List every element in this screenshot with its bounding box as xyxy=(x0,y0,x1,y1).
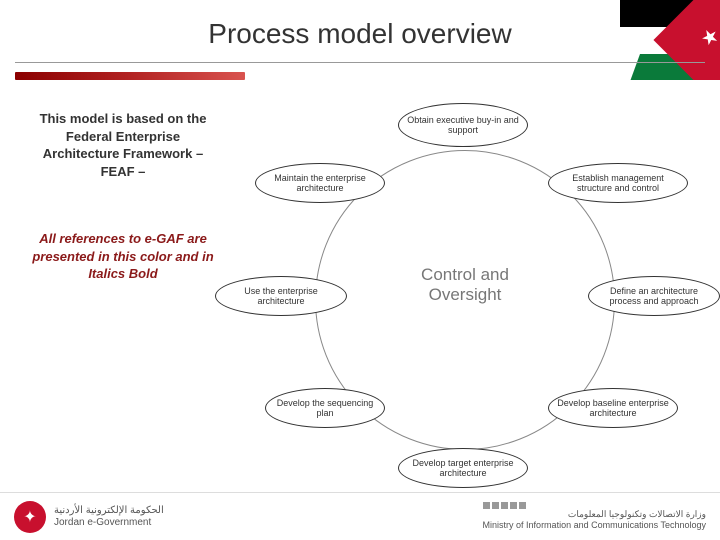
node-develop-baseline: Develop baseline enterprise architecture xyxy=(548,388,678,428)
footer: ✦ الحكومة الإلكترونية الأردنية Jordan e-… xyxy=(0,492,720,540)
center-label: Control and Oversight xyxy=(415,265,515,306)
footer-left-text: الحكومة الإلكترونية الأردنية Jordan e-Go… xyxy=(54,505,164,529)
footer-right-title: وزارة الاتصالات وتكنولوجيا المعلومات xyxy=(483,509,706,520)
page-title: Process model overview xyxy=(0,18,720,50)
node-develop-target: Develop target enterprise architecture xyxy=(398,448,528,488)
node-obtain-buyin: Obtain executive buy-in and support xyxy=(398,103,528,147)
process-diagram: Control and Oversight Obtain executive b… xyxy=(230,100,700,500)
footer-right-text: وزارة الاتصالات وتكنولوجيا المعلومات Min… xyxy=(483,502,706,531)
divider xyxy=(15,62,705,63)
jordan-egov-logo-icon: ✦ xyxy=(14,501,46,533)
node-maintain-architecture: Maintain the enterprise architecture xyxy=(255,163,385,203)
accent-bar xyxy=(15,72,245,80)
node-define-process: Define an architecture process and appro… xyxy=(588,276,720,316)
footer-right-subtitle: Ministry of Information and Communicatio… xyxy=(483,520,706,531)
node-use-architecture: Use the enterprise architecture xyxy=(215,276,347,316)
footer-squares-icon xyxy=(483,502,706,509)
description-egaf: All references to e-GAF are presented in… xyxy=(28,230,218,283)
node-sequencing-plan: Develop the sequencing plan xyxy=(265,388,385,428)
footer-right: وزارة الاتصالات وتكنولوجيا المعلومات Min… xyxy=(483,502,706,531)
footer-left-title: الحكومة الإلكترونية الأردنية xyxy=(54,505,164,517)
description-feaf: This model is based on the Federal Enter… xyxy=(28,110,218,180)
footer-left-subtitle: Jordan e-Government xyxy=(54,517,164,529)
node-establish-mgmt: Establish management structure and contr… xyxy=(548,163,688,203)
footer-left: ✦ الحكومة الإلكترونية الأردنية Jordan e-… xyxy=(14,501,164,533)
